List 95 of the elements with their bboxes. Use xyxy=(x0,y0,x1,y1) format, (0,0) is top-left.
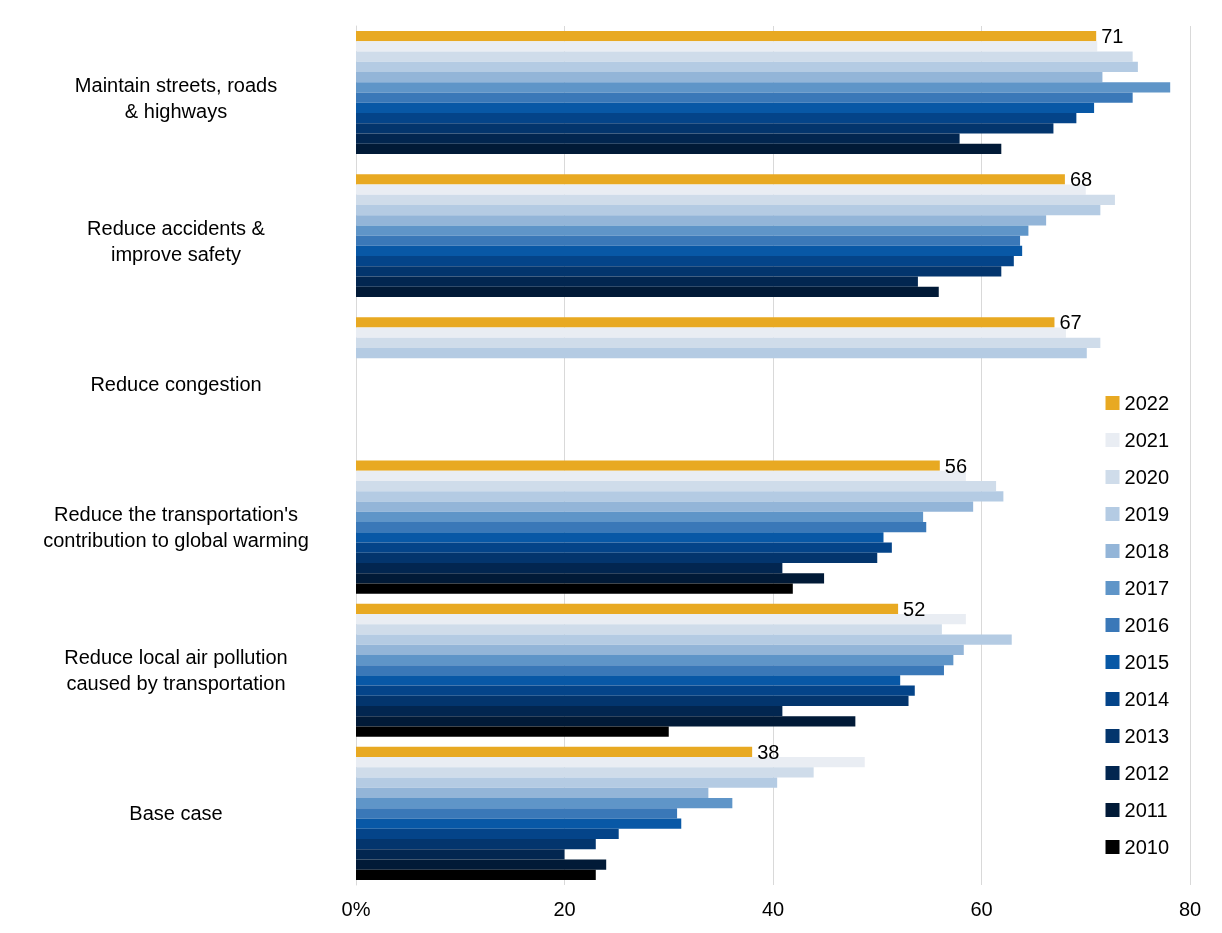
bar xyxy=(356,204,1101,216)
legend-label: 2016 xyxy=(1124,614,1170,636)
bar xyxy=(356,102,1095,113)
legend-label: 2020 xyxy=(1124,466,1170,488)
bar xyxy=(356,603,899,614)
bar xyxy=(356,235,1021,246)
bar xyxy=(356,552,878,563)
bar xyxy=(356,491,1004,502)
bar xyxy=(356,726,669,737)
y-tick-label: Reduce local air pollution caused by transportation xyxy=(64,646,288,695)
bar xyxy=(356,133,960,144)
x-tick-label: 0% xyxy=(341,898,371,920)
data-label: 67 xyxy=(1059,311,1082,334)
bar xyxy=(356,777,778,788)
bar xyxy=(356,573,825,584)
data-label: 68 xyxy=(1069,168,1093,191)
bar xyxy=(356,675,901,686)
bar xyxy=(356,562,783,574)
bar xyxy=(356,317,1055,328)
legend-label: 2021 xyxy=(1124,429,1170,451)
y-tick-label: Reduce the transportation's contribution to global warming xyxy=(43,503,309,552)
bar xyxy=(356,184,1086,195)
y-tick-label: Base case xyxy=(129,802,223,825)
x-tick-label: 20 xyxy=(553,898,576,920)
bar xyxy=(356,706,783,717)
bar xyxy=(356,143,1002,154)
bar xyxy=(356,746,753,758)
y-tick-label: Reduce congestion xyxy=(90,372,262,395)
bar xyxy=(356,225,1029,236)
bar xyxy=(356,71,1103,83)
bar xyxy=(356,859,607,870)
bar xyxy=(356,123,1054,134)
bar xyxy=(356,194,1115,205)
bar xyxy=(356,798,733,809)
bar xyxy=(356,256,1014,267)
bar xyxy=(356,61,1138,72)
x-tick-label: 40 xyxy=(761,898,785,920)
y-tick-label: Reduce accidents & improve safety xyxy=(87,216,266,265)
legend-label: 2022 xyxy=(1124,392,1170,414)
bar xyxy=(356,286,939,298)
y-tick-label: Maintain streets, roads & highways xyxy=(74,73,278,122)
data-label: 38 xyxy=(757,740,780,763)
legend-label: 2015 xyxy=(1124,651,1170,673)
bar xyxy=(356,174,1065,185)
bar xyxy=(356,337,1101,349)
bar xyxy=(356,869,596,880)
bar xyxy=(356,245,1023,257)
bar xyxy=(356,92,1133,103)
bar xyxy=(356,757,865,768)
bar xyxy=(356,542,892,553)
bar xyxy=(356,828,619,840)
legend-label: 2013 xyxy=(1124,725,1170,747)
bar xyxy=(356,644,964,655)
bar xyxy=(356,266,1002,277)
bar xyxy=(356,215,1047,226)
legend-label: 2017 xyxy=(1124,577,1170,599)
bar xyxy=(356,521,927,533)
legend-label: 2018 xyxy=(1124,540,1170,562)
bar xyxy=(356,654,954,666)
bar xyxy=(356,624,942,635)
bar xyxy=(356,532,884,543)
bar xyxy=(356,41,1098,52)
bar xyxy=(356,634,1012,645)
bar xyxy=(356,665,944,676)
bar xyxy=(356,501,974,512)
bar xyxy=(356,511,924,522)
legend-label: 2014 xyxy=(1124,688,1170,710)
bar xyxy=(356,818,682,829)
bar xyxy=(356,460,940,471)
bar xyxy=(356,480,997,492)
bar xyxy=(356,716,856,727)
x-tick-label: 80 xyxy=(1178,898,1202,920)
bar xyxy=(356,583,793,594)
data-label: 56 xyxy=(944,454,968,477)
bar xyxy=(356,31,1097,42)
bar xyxy=(356,839,596,850)
legend-label: 2010 xyxy=(1124,836,1170,858)
data-label: 52 xyxy=(903,597,926,620)
bar xyxy=(356,112,1077,124)
data-label: 71 xyxy=(1101,25,1124,48)
bar xyxy=(356,276,918,287)
bar xyxy=(356,348,1087,359)
bar xyxy=(356,695,909,707)
legend-label: 2012 xyxy=(1124,762,1170,784)
x-tick-label: 60 xyxy=(970,898,993,920)
bar xyxy=(356,808,678,819)
legend-label: 2019 xyxy=(1124,503,1170,525)
bar xyxy=(356,82,1171,93)
bar xyxy=(356,849,565,860)
bar xyxy=(356,787,709,799)
bar xyxy=(356,327,1066,338)
bar xyxy=(356,767,814,778)
bar xyxy=(356,51,1133,62)
legend-label: 2011 xyxy=(1124,799,1168,821)
bar xyxy=(356,685,915,696)
